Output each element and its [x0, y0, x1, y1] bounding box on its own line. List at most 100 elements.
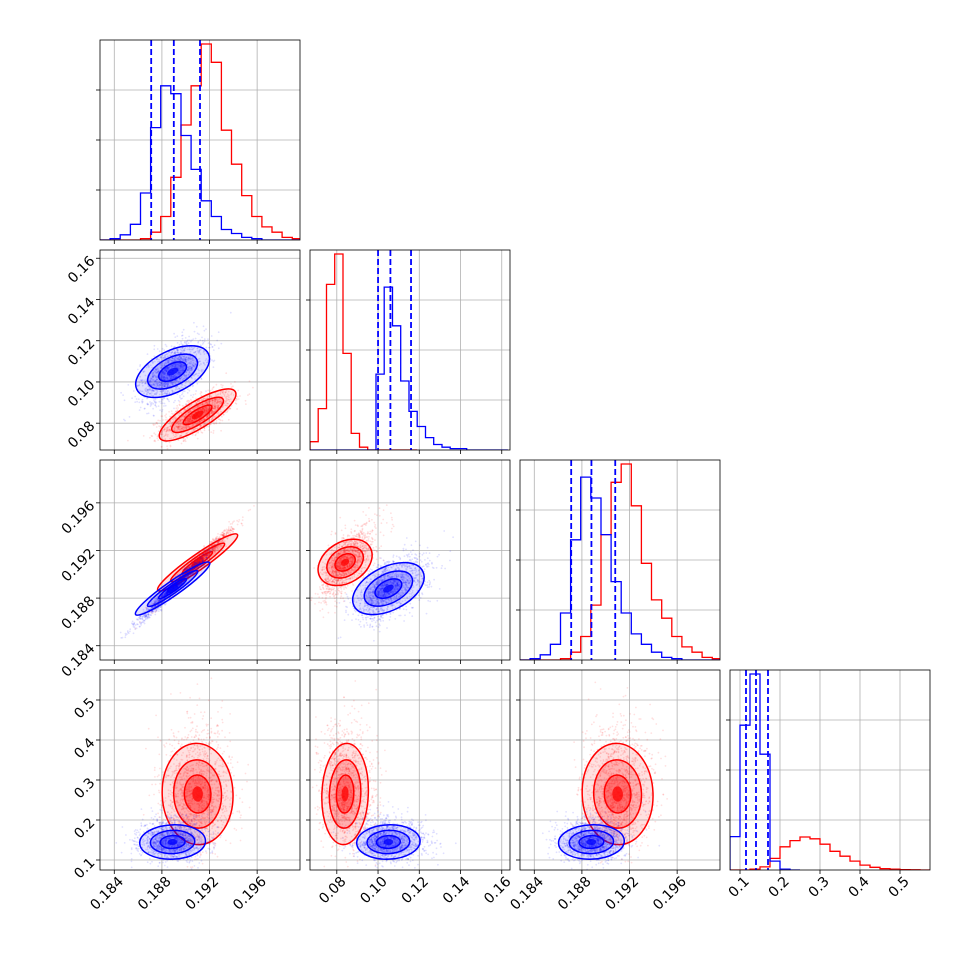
scatter-point — [185, 376, 188, 379]
scatter-point — [193, 561, 196, 564]
scatter-point — [207, 408, 210, 411]
scatter-point — [146, 403, 149, 406]
scatter-point — [193, 557, 196, 560]
scatter-point — [230, 383, 232, 385]
scatter-point — [232, 527, 235, 530]
scatter-point — [213, 549, 215, 552]
scatter-point — [163, 592, 166, 595]
scatter-point — [231, 527, 234, 530]
scatter-point — [179, 420, 181, 423]
scatter-point — [200, 419, 203, 422]
scatter-point — [206, 401, 208, 404]
scatter-point — [161, 415, 164, 418]
scatter-point — [200, 399, 202, 402]
scatter-point — [236, 395, 239, 398]
scatter-point — [211, 402, 214, 404]
scatter-point — [178, 581, 181, 584]
scatter-point — [186, 343, 188, 346]
scatter-point — [179, 377, 182, 379]
scatter-point — [162, 385, 165, 388]
scatter-point — [199, 424, 201, 427]
scatter-point — [163, 594, 165, 597]
scatter-point — [178, 356, 181, 358]
scatter-point — [162, 419, 165, 421]
scatter-point — [165, 433, 167, 435]
scatter-point — [206, 416, 209, 418]
scatter-point — [160, 595, 163, 598]
scatter-point — [215, 394, 217, 396]
scatter-point — [152, 423, 155, 425]
scatter-point — [210, 410, 213, 412]
scatter-point — [174, 362, 177, 365]
scatter-point — [183, 415, 186, 418]
scatter-point — [188, 405, 191, 407]
scatter-point — [209, 343, 212, 345]
scatter-point — [177, 381, 180, 384]
scatter-point — [179, 372, 182, 374]
scatter-point — [183, 427, 186, 430]
scatter-point — [208, 552, 211, 554]
scatter-point — [176, 351, 179, 354]
scatter-point — [241, 524, 244, 527]
scatter-point — [187, 419, 190, 421]
scatter-point — [153, 393, 156, 396]
scatter-point — [173, 351, 176, 354]
scatter-point — [213, 404, 216, 407]
scatter-point — [159, 409, 162, 412]
scatter-point — [164, 356, 166, 359]
scatter-point — [161, 354, 164, 357]
scatter-point — [169, 377, 172, 380]
scatter-point — [198, 360, 201, 363]
scatter-point — [227, 528, 230, 531]
scatter-point — [180, 425, 183, 428]
scatter-point — [181, 355, 184, 357]
scatter-point — [219, 400, 222, 403]
scatter-point — [208, 553, 210, 555]
scatter-point — [168, 360, 171, 363]
scatter-point — [174, 352, 177, 355]
scatter-point — [156, 348, 159, 350]
scatter-point — [178, 355, 181, 358]
scatter-point — [175, 433, 177, 436]
scatter-point — [191, 430, 193, 433]
scatter-point — [192, 351, 195, 354]
scatter-point — [227, 403, 229, 405]
scatter-point — [198, 349, 201, 352]
scatter-point — [218, 537, 221, 539]
scatter-point — [153, 383, 156, 386]
scatter-point — [181, 366, 184, 369]
scatter-point — [153, 414, 155, 417]
scatter-point — [222, 534, 225, 536]
scatter-point — [171, 357, 174, 360]
scatter-point — [179, 367, 182, 370]
scatter-point — [186, 369, 189, 372]
scatter-point — [154, 440, 157, 443]
scatter-point — [138, 621, 141, 623]
scatter-point — [176, 350, 179, 352]
scatter-point — [123, 418, 125, 421]
scatter-point — [171, 382, 174, 385]
scatter-point — [178, 412, 181, 415]
scatter-point — [207, 400, 210, 403]
scatter-point — [231, 527, 234, 530]
scatter-point — [220, 545, 223, 547]
scatter-point — [206, 402, 209, 405]
scatter-point — [159, 427, 162, 430]
scatter-point — [161, 382, 164, 385]
scatter-point — [155, 358, 158, 360]
scatter-point — [152, 375, 155, 377]
scatter-point — [172, 364, 175, 367]
scatter-point — [214, 400, 217, 403]
scatter-point — [198, 348, 201, 351]
scatter-point — [200, 404, 203, 406]
scatter-point — [212, 549, 214, 551]
scatter-point — [199, 425, 202, 427]
scatter-point — [206, 554, 209, 556]
scatter-point — [204, 406, 207, 409]
scatter-point — [178, 377, 181, 380]
scatter-point — [178, 363, 181, 365]
scatter-point — [166, 361, 169, 364]
scatter-point — [216, 546, 219, 549]
scatter-point — [184, 403, 187, 405]
scatter-point — [171, 418, 174, 420]
